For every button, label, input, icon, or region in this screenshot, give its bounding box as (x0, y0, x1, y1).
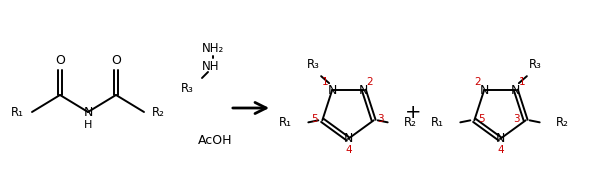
Text: R₃: R₃ (181, 81, 193, 94)
Text: N: N (359, 84, 368, 97)
Text: +: + (405, 102, 421, 121)
Text: NH: NH (202, 60, 220, 73)
Text: R₁: R₁ (431, 116, 445, 129)
Text: O: O (111, 55, 121, 68)
Text: R₃: R₃ (529, 58, 541, 71)
Text: R₁: R₁ (11, 106, 24, 119)
Text: 3: 3 (514, 114, 520, 124)
Text: N: N (328, 84, 337, 97)
Text: 4: 4 (346, 145, 352, 155)
Text: 5: 5 (478, 114, 485, 124)
Text: N: N (343, 133, 353, 146)
Text: N: N (479, 84, 489, 97)
Text: N: N (496, 133, 505, 146)
Text: 3: 3 (377, 114, 384, 124)
Text: N: N (511, 84, 521, 97)
Text: 5: 5 (311, 114, 317, 124)
Text: R₃: R₃ (307, 58, 320, 71)
Text: O: O (55, 55, 65, 68)
Text: 4: 4 (497, 145, 505, 155)
Text: 2: 2 (367, 77, 373, 87)
Text: N: N (83, 107, 92, 120)
Text: R₂: R₂ (404, 116, 416, 129)
Text: R₁: R₁ (280, 116, 292, 129)
Text: 2: 2 (474, 77, 481, 87)
Text: 1: 1 (518, 77, 525, 87)
Text: NH₂: NH₂ (202, 42, 224, 55)
Text: 1: 1 (322, 77, 328, 87)
Text: R₂: R₂ (556, 116, 569, 129)
Text: AcOH: AcOH (198, 133, 232, 146)
Text: H: H (84, 120, 92, 130)
Text: R₂: R₂ (152, 106, 165, 119)
